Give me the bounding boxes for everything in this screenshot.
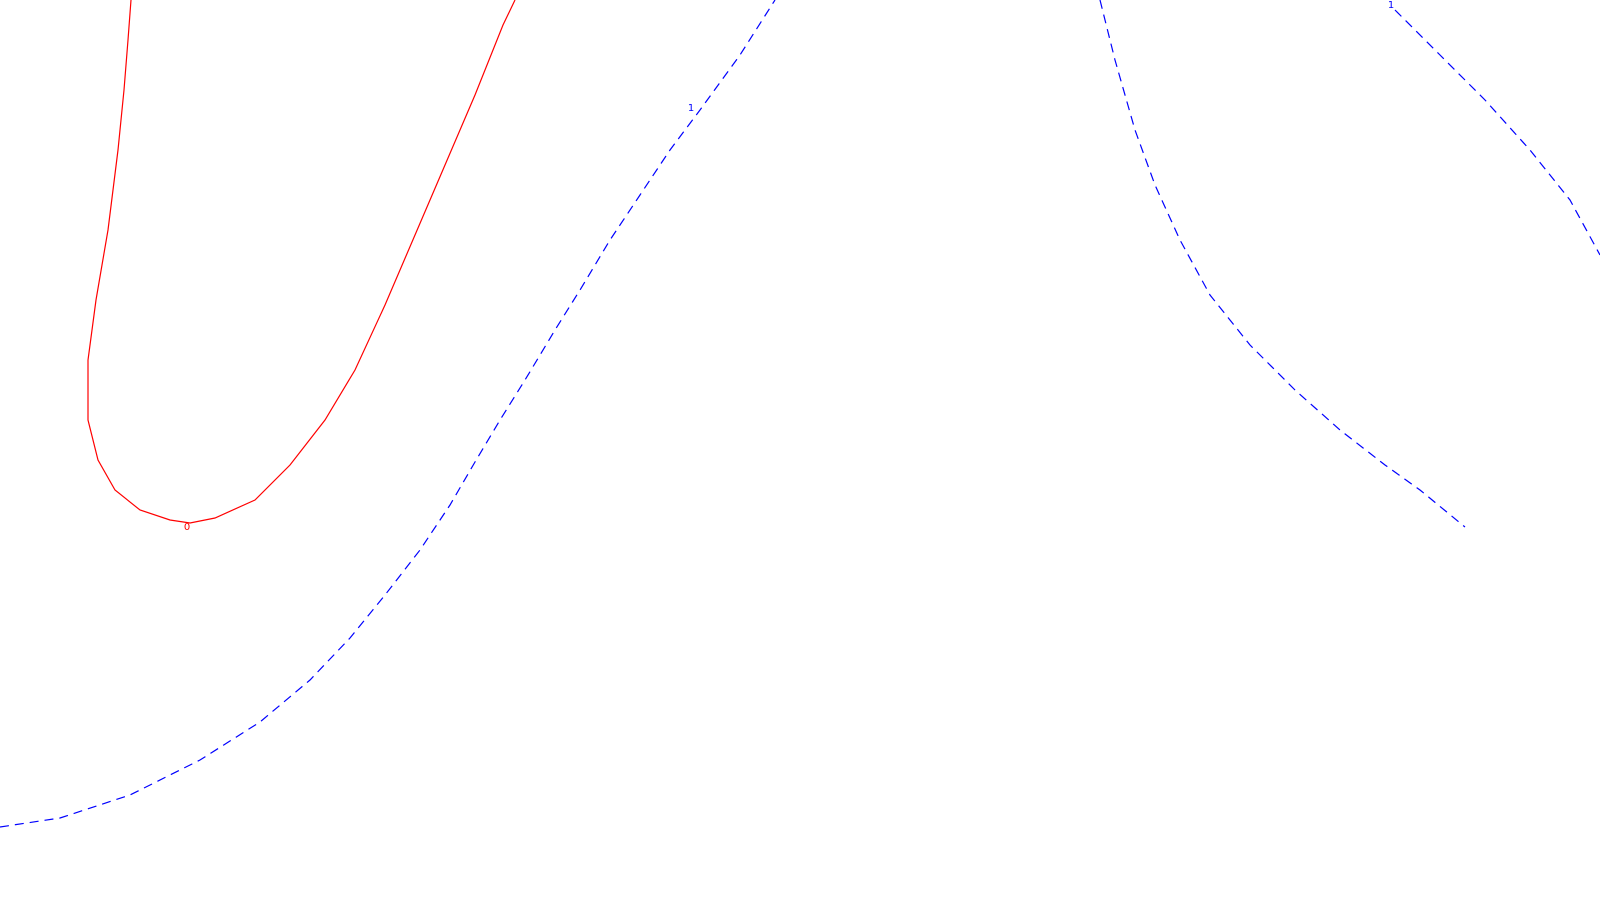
contour-label-level-1-right: 1 xyxy=(1388,0,1394,11)
contour-line-level-1-middle xyxy=(1099,0,1466,528)
contour-label-level-1-left: 1 xyxy=(688,103,694,114)
contour-line-level-1-left xyxy=(0,0,776,828)
contour-line-level-0 xyxy=(87,0,516,524)
contour-line-level-1-right xyxy=(1394,9,1600,256)
contour-label-level-0: 0 xyxy=(184,522,190,533)
